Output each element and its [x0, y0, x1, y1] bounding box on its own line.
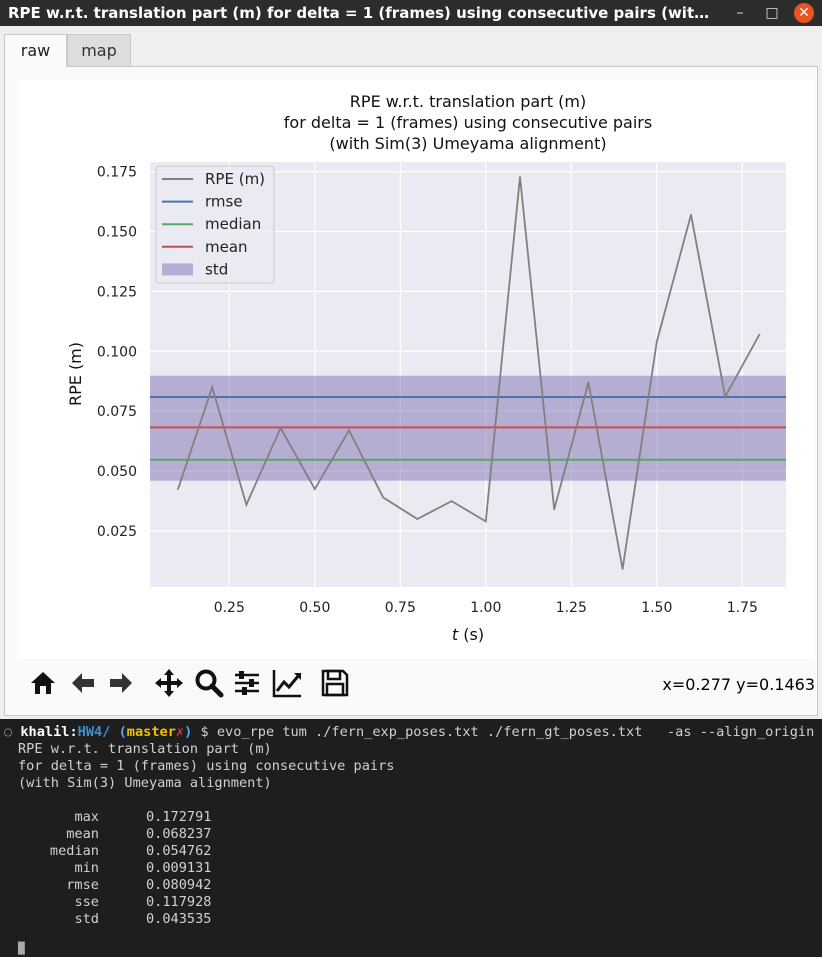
- prompt-marker-icon: ○: [4, 724, 13, 740]
- stat-key-rmse: rmse: [66, 877, 99, 893]
- legend-label: rmse: [205, 193, 243, 211]
- legend-label: RPE (m): [205, 170, 265, 188]
- stat-key-max: max: [74, 809, 99, 825]
- rpe-point: [211, 386, 213, 389]
- command-line: ○ khalil:HW4/ (master✗) $ evo_rpe tum ./…: [4, 724, 822, 741]
- rpe-point: [450, 500, 453, 502]
- y-tick-label: 0.125: [97, 284, 137, 300]
- rpe-point: [690, 213, 692, 216]
- navigation-toolbar: x=0.277 y=0.1463: [19, 657, 815, 713]
- y-tick-label: 0.025: [97, 524, 137, 540]
- prompt-branch-open: (: [118, 724, 127, 740]
- stat-value-std: 0.043535: [146, 911, 212, 927]
- rpe-point: [553, 508, 555, 511]
- tab-bar: raw map: [0, 26, 822, 67]
- chart-title-line: (with Sim(3) Umeyama alignment): [329, 134, 606, 153]
- rpe-point: [724, 396, 726, 398]
- stat-value-max: 0.172791: [146, 809, 212, 825]
- output-line: for delta = 1 (frames) using consecutive…: [18, 758, 395, 774]
- stat-value-mean: 0.068237: [146, 826, 212, 842]
- cursor-coordinates: x=0.277 y=0.1463: [662, 675, 815, 694]
- rpe-point: [314, 488, 316, 490]
- rpe-point: [279, 427, 282, 429]
- terminal-cursor: █: [18, 942, 25, 955]
- rpe-point: [245, 503, 248, 506]
- home-icon[interactable]: [27, 667, 59, 699]
- prompt-user: khalil: [20, 724, 70, 740]
- rpe-point: [519, 176, 521, 178]
- rpe-point: [587, 381, 590, 384]
- tab-map[interactable]: map: [67, 34, 131, 66]
- stat-key-std: std: [74, 911, 99, 927]
- rpe-point: [416, 518, 419, 520]
- tab-raw[interactable]: raw: [4, 34, 67, 67]
- legend-label: mean: [205, 238, 248, 256]
- prompt-branch-close: ): [184, 724, 193, 740]
- rpe-chart: 0.25 0.50 0.75 1.00 1.25 1.50 1.75 0.025 0.050 0.…: [66, 92, 786, 644]
- y-tick-label: 0.075: [97, 404, 137, 420]
- x-tick-label: 0.25: [214, 600, 245, 616]
- back-arrow-icon[interactable]: [67, 667, 99, 699]
- y-axis-label: RPE (m): [66, 342, 85, 406]
- stat-key-min: min: [74, 860, 99, 876]
- x-axis-label: t (s): [452, 625, 484, 644]
- close-button[interactable]: ✕: [794, 3, 814, 23]
- chart-title-line: RPE w.r.t. translation part (m): [350, 92, 586, 111]
- y-tick-label: 0.150: [97, 225, 137, 241]
- prompt-dollar: $: [200, 724, 209, 740]
- forward-arrow-icon[interactable]: [105, 667, 137, 699]
- output-line: RPE w.r.t. translation part (m): [18, 741, 272, 757]
- minimize-button[interactable]: –: [736, 5, 744, 21]
- tab-panel: 0.25 0.50 0.75 1.00 1.25 1.50 1.75 0.025 0.050 0.…: [4, 66, 818, 716]
- legend-label: std: [205, 260, 228, 278]
- output-line: (with Sim(3) Umeyama alignment): [18, 775, 272, 791]
- window-title: RPE w.r.t. translation part (m) for delt…: [8, 4, 710, 22]
- y-tick-label: 0.050: [97, 464, 137, 480]
- stat-value-sse: 0.117928: [146, 894, 212, 910]
- rpe-point: [758, 333, 761, 336]
- window-titlebar: RPE w.r.t. translation part (m) for delt…: [0, 0, 822, 26]
- command-text: evo_rpe tum ./fern_exp_poses.txt ./fern_…: [216, 724, 822, 740]
- legend-box: [155, 165, 275, 284]
- y-tick-label: 0.100: [97, 344, 137, 360]
- rpe-point: [177, 488, 179, 490]
- x-tick-label: 0.75: [385, 600, 416, 616]
- terminal[interactable]: ○ khalil:HW4/ (master✗) $ evo_rpe tum ./…: [0, 720, 822, 955]
- stat-value-min: 0.009131: [146, 860, 212, 876]
- stat-key-sse: sse: [74, 894, 99, 910]
- y-tick-label: 0.175: [97, 165, 137, 181]
- stat-key-median: median: [49, 843, 99, 859]
- maximize-button[interactable]: □: [765, 5, 779, 21]
- x-tick-label: 1.50: [641, 600, 672, 616]
- rpe-point: [656, 340, 658, 343]
- edit-axis-icon[interactable]: [271, 667, 303, 699]
- legend-swatch: [162, 263, 193, 276]
- save-icon[interactable]: [319, 667, 351, 699]
- rpe-point: [621, 568, 624, 570]
- chart-title-line: for delta = 1 (frames) using consecutive…: [284, 113, 652, 132]
- stat-key-mean: mean: [66, 826, 99, 842]
- pan-icon[interactable]: [153, 667, 185, 699]
- prompt-separator: :: [69, 724, 78, 740]
- x-tick-label: 0.50: [299, 600, 330, 616]
- prompt-directory: HW4/: [77, 724, 111, 740]
- figure-canvas[interactable]: 0.25 0.50 0.75 1.00 1.25 1.50 1.75 0.025 0.050 0.…: [19, 79, 815, 659]
- rpe-point: [348, 429, 350, 432]
- rpe-series-line: [177, 176, 761, 570]
- x-tick-label: 1.75: [727, 600, 758, 616]
- x-tick-label: 1.25: [556, 600, 587, 616]
- plot-window: raw map 0.25 0.50 0.75 1.00 1.25 1.50 1.75 0.02…: [0, 26, 822, 719]
- rpe-point: [382, 496, 385, 499]
- configure-subplots-icon[interactable]: [231, 667, 263, 699]
- legend-label: median: [205, 215, 261, 233]
- prompt-branch: master: [126, 724, 176, 740]
- x-tick-label: 1.00: [470, 600, 501, 616]
- prompt-dirty-marker: ✗: [175, 724, 185, 740]
- rpe-point: [485, 520, 487, 523]
- stat-value-rmse: 0.080942: [146, 877, 212, 893]
- zoom-icon[interactable]: [193, 667, 225, 699]
- stat-value-median: 0.054762: [146, 843, 212, 859]
